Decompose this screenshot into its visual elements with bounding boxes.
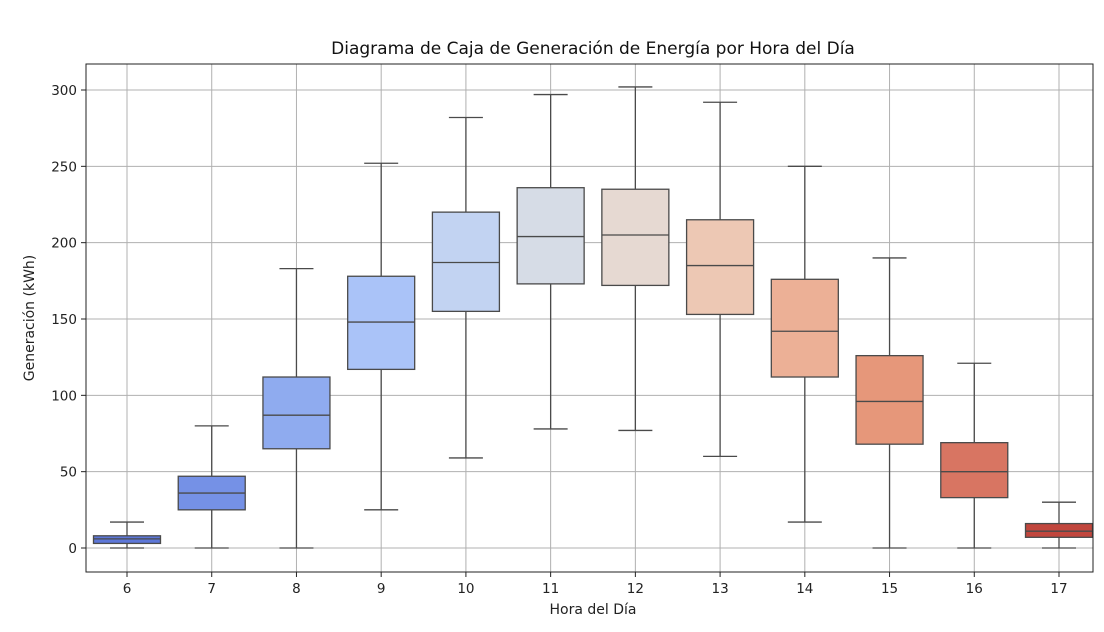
x-tick-label: 9: [377, 581, 386, 597]
box-11: [516, 93, 585, 430]
x-tick-label: 10: [457, 581, 474, 597]
box-12: [601, 86, 670, 432]
x-tick-label: 16: [966, 581, 983, 597]
box-body: [685, 219, 755, 316]
box-8: [262, 267, 331, 549]
box-body: [92, 535, 162, 545]
box-6: [92, 521, 162, 549]
x-axis-ticks: 6 7 8 9 10 11 12 13 14 15 16 17: [123, 572, 1068, 597]
y-tick-label: 200: [51, 236, 77, 252]
box-7: [177, 425, 246, 549]
box-9: [347, 162, 416, 511]
y-tick-label: 250: [51, 159, 77, 175]
box-body: [770, 278, 839, 378]
box-body: [855, 354, 924, 445]
box-body: [516, 187, 585, 285]
y-tick-label: 50: [60, 465, 77, 481]
x-tick-label: 11: [542, 581, 559, 597]
x-tick-label: 14: [796, 581, 813, 597]
y-tick-label: 0: [68, 541, 77, 557]
box-body: [940, 442, 1009, 499]
box-10: [431, 116, 501, 459]
box-15: [855, 257, 924, 549]
box-body: [347, 275, 416, 371]
chart-title: Diagrama de Caja de Generación de Energí…: [331, 39, 855, 59]
box-series: [92, 86, 1094, 549]
box-body: [262, 376, 331, 450]
x-tick-label: 13: [711, 581, 728, 597]
box-body: [1024, 522, 1094, 538]
plot-frame: [85, 63, 1094, 573]
x-tick-label: 15: [881, 581, 898, 597]
box-body: [431, 211, 501, 313]
x-axis-label: Hora del Día: [550, 602, 637, 618]
y-axis-ticks: 0 50 100 150 200 250 300: [51, 83, 86, 557]
x-tick-label: 8: [292, 581, 301, 597]
y-tick-label: 100: [51, 388, 77, 404]
box-16: [940, 362, 1009, 549]
box-13: [685, 101, 755, 458]
x-tick-label: 7: [207, 581, 216, 597]
x-tick-label: 17: [1050, 581, 1067, 597]
x-tick-label: 6: [123, 581, 132, 597]
box-14: [770, 165, 839, 523]
y-tick-label: 150: [51, 312, 77, 328]
box-17: [1024, 501, 1094, 549]
y-tick-label: 300: [51, 83, 77, 99]
y-axis-label: Generación (kWh): [22, 255, 38, 382]
x-tick-label: 12: [627, 581, 644, 597]
box-body: [601, 188, 670, 287]
